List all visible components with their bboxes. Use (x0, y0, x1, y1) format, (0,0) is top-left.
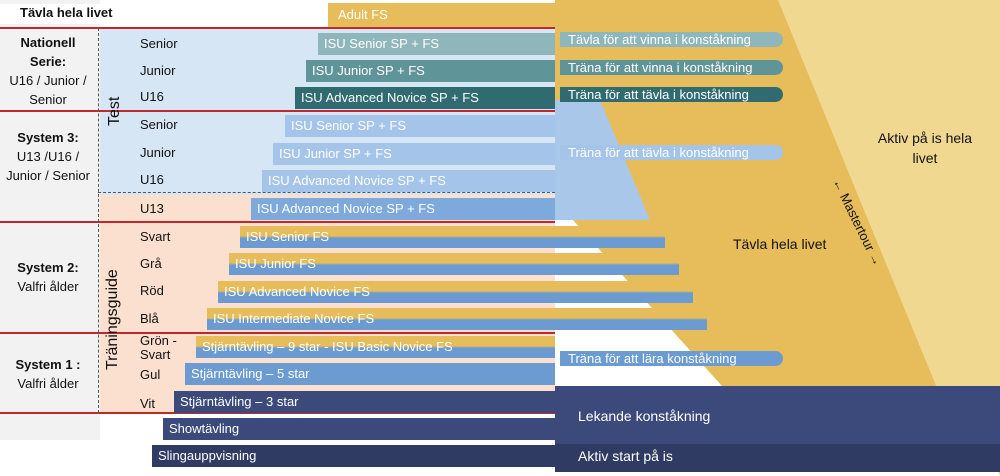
training-bar: Slingauppvisning (158, 448, 257, 463)
group-sub: Valfri ålder (17, 376, 79, 391)
separator-line (0, 27, 555, 29)
competition-bar: ISU Junior SP + FS (273, 143, 555, 165)
level-label: Senior (140, 36, 178, 51)
competition-bar: ISU Advanced Novice SP + FS (295, 87, 555, 109)
bar-bg-bla (207, 308, 707, 330)
group-system-1: System 1 : Valfri ålder (2, 355, 94, 393)
pathway-train-compete-2: Träna för att tävla i konståkning (560, 145, 783, 160)
separator-line (0, 110, 555, 112)
training-bar: Stjärntävling – 9 star - ISU Basic Novic… (202, 339, 453, 354)
bar-bg-svart (240, 226, 665, 248)
training-bar: ISU Intermediate Novice FS (213, 311, 375, 326)
bar-bg-rod (218, 281, 693, 303)
group-title: System 3: (17, 130, 79, 145)
level-label: U16 (140, 172, 164, 187)
group-title: Nationell Serie: (20, 35, 76, 69)
bar-bg-gul (185, 363, 555, 385)
active-start-band (555, 444, 1000, 472)
group-sub: U16 / Junior / Senior (9, 73, 87, 107)
group-system-3: System 3: U13 /U16 / Junior / Senior (2, 128, 94, 185)
level-label: U13 (140, 201, 164, 216)
group-nationell-serie: Nationell Serie: U16 / Junior / Senior (2, 33, 94, 109)
group-title: System 1 : (15, 357, 81, 372)
pathway-win: Tävla för att vinna i konståkning (560, 32, 783, 47)
group-system-2: System 2: Valfri ålder (2, 258, 94, 296)
training-bar: Stjärntävling – 3 star (180, 394, 299, 409)
bar-bg-gron (196, 336, 555, 358)
dashed-vertical-divider (98, 28, 99, 413)
pathway-train-compete: Träna för att tävla i konståkning (560, 87, 783, 102)
pathway-train-win: Träna för att vinna i konståkning (560, 60, 783, 75)
active-life-band-main (778, 0, 1000, 395)
separator-line (0, 332, 555, 334)
bar-bg-gra (229, 253, 679, 275)
header-title: Tävla hela livet (20, 5, 113, 20)
group-sub: U13 /U16 / Junior / Senior (6, 149, 90, 183)
training-bar: ISU Advanced Novice FS (224, 284, 370, 299)
adult-fs-bar: Adult FS (328, 3, 555, 27)
bar-bg-slinga (152, 445, 555, 467)
test-zone-fade (555, 100, 650, 220)
playful-label: Lekande konståkning (578, 408, 711, 424)
group-title: System 2: (17, 260, 79, 275)
competition-bar: ISU Junior SP + FS (306, 60, 555, 82)
level-label: Vit (140, 396, 155, 411)
level-label: U16 (140, 89, 164, 104)
training-bar: ISU Junior FS (235, 256, 316, 271)
separator-line (0, 221, 555, 223)
level-label: Grön - Svart (140, 333, 177, 362)
mastertour-box: ← Mastertour → (830, 176, 885, 268)
competition-bar: ISU Advanced Novice SP + FS (262, 170, 555, 192)
level-label: Gul (140, 367, 161, 382)
training-bar: Stjärntävling – 5 star (191, 366, 310, 381)
bar-bg-vit (174, 391, 555, 413)
training-bar: ISU Senior FS (246, 229, 330, 244)
level-label: Junior (140, 145, 176, 160)
level-label: Grå (140, 256, 162, 271)
competition-bar: ISU Senior SP + FS (285, 115, 555, 137)
header-row (0, 4, 330, 24)
level-label: Svart (140, 229, 171, 244)
group-sub: Valfri ålder (17, 279, 79, 294)
playful-band (555, 386, 1000, 444)
bar-bg-show (163, 418, 555, 440)
pathway-learn: Träna för att lära konståkning (560, 351, 783, 366)
level-label: Junior (140, 63, 176, 78)
active-life-label: Aktiv på is hela livet (877, 130, 973, 166)
level-label: Senior (140, 117, 178, 132)
competition-bar: ISU Advanced Novice SP + FS (251, 198, 555, 220)
competition-bar: ISU Senior SP + FS (318, 33, 555, 55)
dashed-horizontal-divider (98, 192, 555, 193)
level-label: Blå (140, 311, 159, 326)
level-label: Röd (140, 283, 164, 298)
active-start-label: Aktiv start på is (578, 448, 673, 464)
compete-life-label: Tävla hela livet (733, 236, 827, 252)
training-bar: Showtävling (169, 421, 240, 436)
